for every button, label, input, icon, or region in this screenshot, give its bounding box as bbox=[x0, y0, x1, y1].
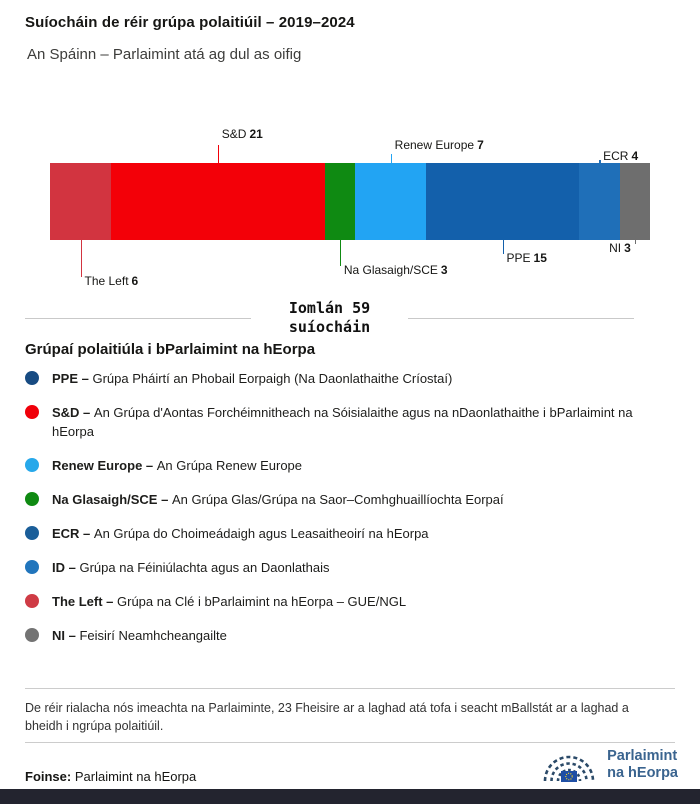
total-line1: Iomlán 59 bbox=[288, 299, 371, 317]
callout-label-ni: NI 3 bbox=[609, 241, 631, 255]
legend-dot-icon bbox=[25, 492, 39, 506]
divider-bottom bbox=[25, 742, 675, 743]
callout-label-s-d: S&D 21 bbox=[221, 127, 263, 141]
callout-label-renew-europe: Renew Europe 7 bbox=[394, 138, 484, 152]
eu-flag-icon bbox=[561, 771, 578, 782]
source-value: Parlaimint na hEorpa bbox=[74, 769, 197, 784]
bar-segment-ecr bbox=[578, 163, 620, 240]
bar-segment-ni bbox=[619, 163, 651, 240]
legend-item-text: NI – Feisirí Neamhcheangailte bbox=[52, 628, 227, 643]
legend-dot-icon bbox=[25, 594, 39, 608]
legend-dot-icon bbox=[25, 628, 39, 642]
page-title: Suíocháin de réir grúpa polaitiúil – 201… bbox=[25, 14, 355, 31]
page-subtitle: An Spáinn – Parlaimint atá ag dul as oif… bbox=[27, 46, 302, 63]
callout-line-ppe bbox=[502, 240, 505, 254]
callout-label-ppe: PPE 15 bbox=[506, 251, 547, 265]
legend-item-ppe: PPE – Grúpa Pháirtí an Phobail Eorpaigh … bbox=[25, 369, 670, 388]
bar-segment-s-d bbox=[111, 163, 325, 240]
footnote-text: De réir rialacha nós imeachta na Parlaim… bbox=[25, 701, 629, 733]
bar-segment-the-left bbox=[50, 163, 112, 240]
callout-line-na-glasaigh-sce bbox=[339, 240, 342, 266]
callout-label-the-left: The Left 6 bbox=[84, 274, 139, 288]
legend-dot-icon bbox=[25, 371, 39, 385]
legend-dot-icon bbox=[25, 458, 39, 472]
source-line: Foinse: Parlaimint na hEorpa bbox=[25, 769, 196, 784]
divider-top bbox=[25, 688, 675, 689]
ep-logo-text: Parlaimint na hEorpa bbox=[607, 748, 678, 782]
total-rule-left bbox=[25, 317, 251, 319]
callout-line-s-d bbox=[217, 145, 220, 163]
callout-label-na-glasaigh-sce: Na Glasaigh/SCE 3 bbox=[343, 263, 448, 277]
legend-item-text: ID – Grúpa na Féiniúlachta agus an Daonl… bbox=[52, 560, 330, 575]
legend-item-text: ECR – An Grúpa do Choimeádaigh agus Leas… bbox=[52, 526, 429, 541]
total-rule-right bbox=[408, 317, 634, 319]
callout-line-renew-europe bbox=[390, 154, 393, 163]
legend-item-s-d: S&D – An Grúpa d'Aontas Forchéimnitheach… bbox=[25, 403, 670, 441]
callout-label-ecr: ECR 4 bbox=[603, 149, 639, 163]
legend-item-text: Renew Europe – An Grúpa Renew Europe bbox=[52, 458, 303, 473]
legend-dot-icon bbox=[25, 526, 39, 540]
bar-segment-renew-europe bbox=[355, 163, 427, 240]
legend-item-na-glasaigh-sce: Na Glasaigh/SCE – An Grúpa Glas/Grúpa na… bbox=[25, 490, 670, 509]
legend-item-text: PPE – Grúpa Pháirtí an Phobail Eorpaigh … bbox=[52, 371, 453, 386]
legend-item-text: Na Glasaigh/SCE – An Grúpa Glas/Grúpa na… bbox=[52, 492, 504, 507]
total-seats-block: Iomlán 59 suíocháin bbox=[25, 299, 634, 337]
ep-logo-line2: na hEorpa bbox=[607, 765, 678, 781]
bar-segment-na-glasaigh-sce bbox=[324, 163, 356, 240]
legend-item-id: ID – Grúpa na Féiniúlachta agus an Daonl… bbox=[25, 558, 670, 577]
total-line2: suíocháin bbox=[288, 318, 371, 336]
stacked-seat-bar bbox=[50, 163, 651, 240]
legend-heading: Grúpaí polaitiúla i bParlaimint na hEorp… bbox=[25, 341, 316, 358]
legend-dot-icon bbox=[25, 405, 39, 419]
legend-dot-icon bbox=[25, 560, 39, 574]
callout-line-ni bbox=[634, 240, 637, 244]
callout-line-the-left bbox=[80, 240, 82, 277]
total-seats-label: Iomlán 59 suíocháin bbox=[289, 299, 370, 337]
bottom-brand-strip bbox=[0, 789, 700, 804]
legend-item-renew-europe: Renew Europe – An Grúpa Renew Europe bbox=[25, 456, 670, 475]
legend-item-text: S&D – An Grúpa d'Aontas Forchéimnitheach… bbox=[52, 405, 633, 439]
source-label: Foinse: bbox=[25, 769, 72, 784]
legend-item-ecr: ECR – An Grúpa do Choimeádaigh agus Leas… bbox=[25, 524, 670, 543]
ep-hemicycle-icon bbox=[543, 755, 595, 782]
legend-item-ni: NI – Feisirí Neamhcheangailte bbox=[25, 626, 670, 645]
ep-logo-line1: Parlaimint bbox=[607, 748, 678, 764]
ep-logo: Parlaimint na hEorpa bbox=[540, 744, 678, 786]
legend-item-text: The Left – Grúpa na Clé i bParlaimint na… bbox=[52, 594, 407, 609]
legend-list: PPE – Grúpa Pháirtí an Phobail Eorpaigh … bbox=[25, 369, 670, 660]
bar-segment-ppe bbox=[426, 163, 579, 240]
legend-item-the-left: The Left – Grúpa na Clé i bParlaimint na… bbox=[25, 592, 670, 611]
